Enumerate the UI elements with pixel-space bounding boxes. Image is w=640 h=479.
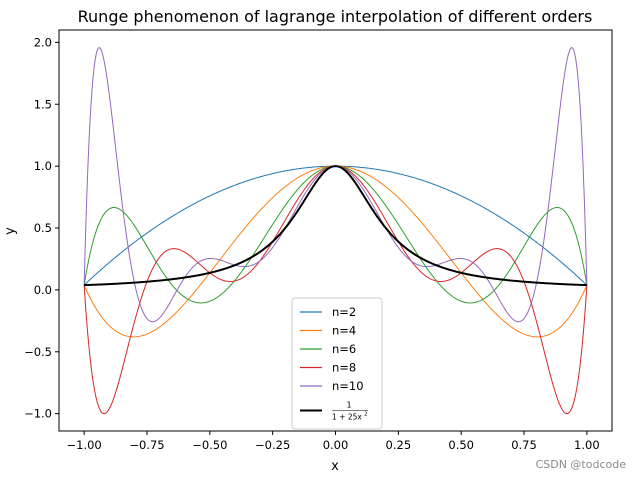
- x-tick-label: 0.50: [448, 438, 474, 452]
- x-tick-label: −0.50: [192, 438, 227, 452]
- y-tick-label: 0.5: [34, 221, 52, 235]
- y-tick-label: −1.0: [24, 407, 52, 421]
- reference-function-line: [84, 165, 587, 287]
- x-tick-label: 0.00: [323, 438, 349, 452]
- x-tick-label: 1.00: [574, 438, 600, 452]
- y-tick-label: 0.0: [34, 283, 52, 297]
- legend-label: n=6: [332, 342, 356, 356]
- legend-label: n=10: [332, 379, 364, 393]
- y-axis-label: y: [3, 227, 18, 235]
- series-line-n6: [83, 165, 588, 304]
- x-tick-label: 0.75: [511, 438, 537, 452]
- legend: n=2 n=4 n=6 n=8 n=10 1 1 + 25x 2: [291, 297, 383, 430]
- x-tick-label: 0.25: [386, 438, 412, 452]
- legend-fraction-denominator: 1 + 25x: [332, 413, 362, 422]
- y-axis: −1.0 −0.5 0.0 0.5 1.0 1.5 2.0: [24, 35, 59, 421]
- legend-label: n=2: [332, 305, 356, 319]
- chart-title: Runge phenomenon of lagrange interpolati…: [78, 7, 593, 26]
- legend-label: n=8: [332, 361, 356, 375]
- legend-fraction-exponent: 2: [364, 412, 368, 418]
- watermark: CSDN @todcode: [535, 458, 626, 471]
- y-tick-label: 1.0: [34, 159, 52, 173]
- y-tick-label: −0.5: [24, 345, 52, 359]
- x-tick-label: −0.25: [255, 438, 290, 452]
- legend-fraction-numerator: 1: [346, 401, 351, 410]
- x-axis-label: x: [331, 459, 339, 474]
- x-tick-label: −1.00: [67, 438, 102, 452]
- legend-label: n=4: [332, 324, 356, 338]
- x-tick-label: −0.75: [129, 438, 164, 452]
- x-axis: −1.00 −0.75 −0.50 −0.25 0.00 0.25 0.50 0.75 1.00: [67, 431, 600, 452]
- plot-area: [58, 29, 613, 432]
- y-tick-label: 1.5: [34, 97, 52, 111]
- y-tick-label: 2.0: [34, 35, 52, 49]
